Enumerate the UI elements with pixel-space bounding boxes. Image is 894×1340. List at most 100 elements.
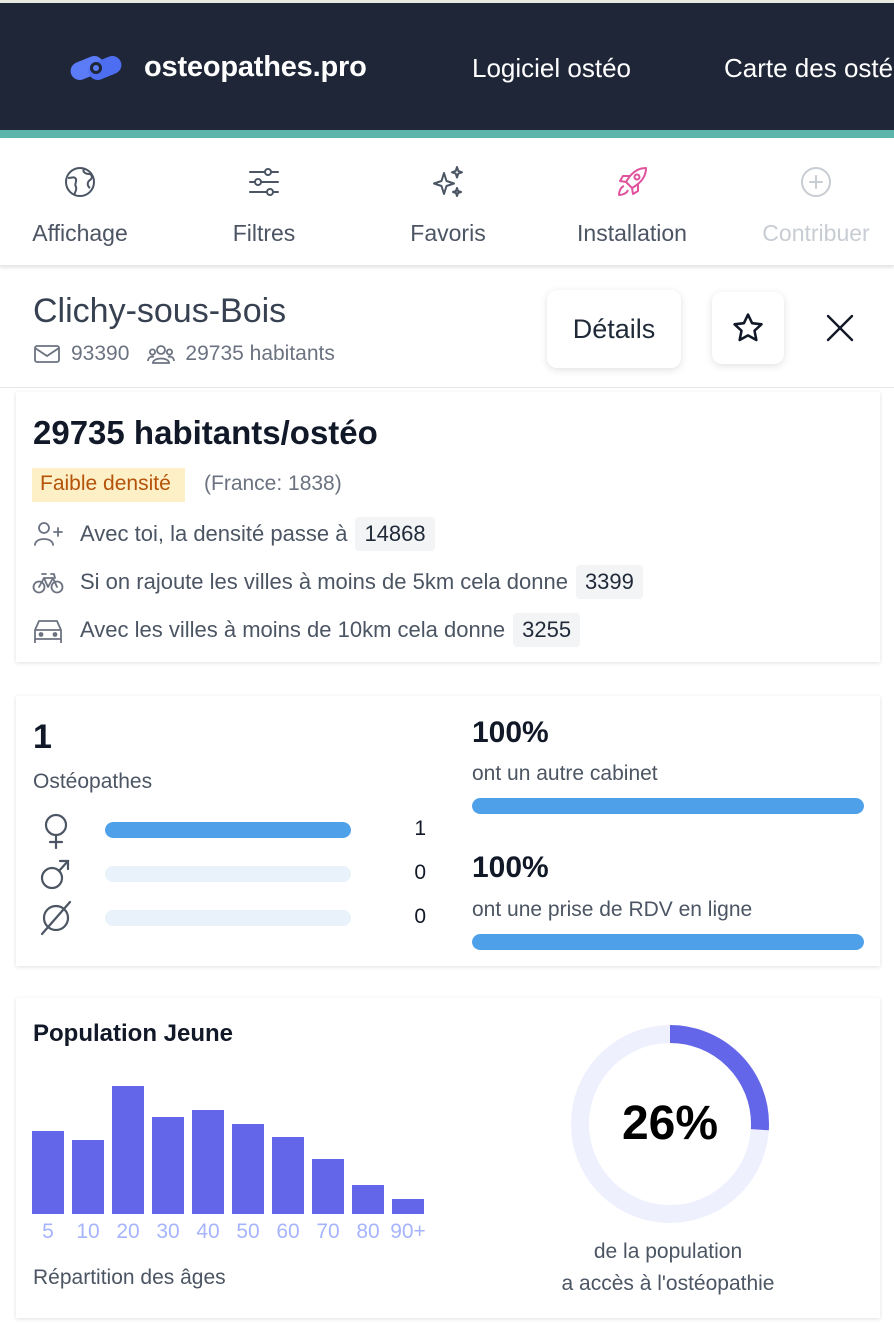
stat-bar-fill: [472, 798, 864, 814]
stat-percent-cabinet: 100%: [472, 716, 549, 749]
age-bar: [232, 1124, 264, 1214]
density-card: 29735 habitants/ostéo Faible densité (Fr…: [16, 392, 880, 662]
age-bar: [352, 1185, 384, 1214]
nav-link-carte[interactable]: Carte des ostéo: [724, 53, 894, 83]
age-chart-caption: Répartition des âges: [33, 1266, 226, 1289]
density-row-value: 3399: [575, 565, 643, 599]
tool-label: Favoris: [410, 220, 486, 246]
globe-icon: [65, 167, 95, 197]
tool-affichage[interactable]: Affichage: [0, 138, 170, 266]
users-icon: [147, 345, 176, 364]
age-tick-label: 90+: [390, 1220, 426, 1243]
age-tick-label: 70: [316, 1220, 339, 1243]
age-tick-label: 10: [76, 1220, 99, 1243]
density-row-text: Avec les villes à moins de 10km cela don…: [80, 617, 506, 642]
sparkles-icon: [433, 166, 463, 197]
sliders-icon: [249, 168, 279, 196]
density-row-you: Avec toi, la densité passe à 14868: [32, 517, 435, 551]
male-icon: [40, 859, 70, 890]
map-toolbar: Affichage Filtres Favoris Installation: [0, 138, 894, 266]
donut-caption-2: a accès à l'ostéopathie: [561, 1272, 775, 1295]
tool-filtres[interactable]: Filtres: [174, 138, 354, 266]
age-tick-label: 80: [356, 1220, 379, 1243]
close-button[interactable]: [814, 302, 866, 354]
donut-percent: 26%: [621, 1097, 719, 1150]
osteo-count: 1: [33, 718, 52, 756]
age-tick-label: 40: [196, 1220, 219, 1243]
population-title: Population Jeune: [33, 1020, 234, 1047]
tool-contribuer[interactable]: Contribuer: [726, 138, 894, 266]
city-meta: 93390 29735 habitants: [33, 342, 335, 366]
density-row-value: 14868: [355, 517, 435, 551]
age-tick-label: 5: [42, 1220, 54, 1243]
age-bar: [152, 1117, 184, 1214]
close-icon: [826, 314, 854, 342]
france-average: (France: 1838): [204, 472, 342, 495]
stat-bar-rdv: [472, 934, 864, 950]
tool-label: Filtres: [232, 220, 296, 246]
stat-label-cabinet: ont un autre cabinet: [472, 762, 658, 785]
stat-label-rdv: ont une prise de RDV en ligne: [472, 898, 753, 921]
age-bar: [272, 1137, 304, 1214]
favorite-button[interactable]: [712, 292, 784, 364]
user-plus-icon: [34, 522, 63, 546]
density-row-5km: Si on rajoute les villes à moins de 5km …: [32, 565, 643, 599]
gender-count-female: 1: [414, 817, 426, 840]
city-name: Clichy-sous-Bois: [33, 292, 287, 330]
city-header: Clichy-sous-Bois 93390 29735 habitants D…: [0, 268, 894, 388]
stat-bar-fill: [472, 934, 864, 950]
postal-code: 93390: [71, 342, 130, 365]
tool-favoris[interactable]: Favoris: [358, 138, 538, 266]
density-title: 29735 habitants/ostéo: [33, 414, 378, 451]
age-bar: [392, 1199, 424, 1214]
star-icon: [733, 313, 763, 342]
tool-installation[interactable]: Installation: [542, 138, 722, 266]
logo-icon[interactable]: [66, 47, 126, 87]
gender-bar-female: [105, 822, 351, 838]
details-button[interactable]: Détails: [547, 290, 681, 368]
population-card: Population Jeune 5 10 20 30 40 50 60 70 80 90+ Ré…: [16, 998, 880, 1318]
age-tick-label: 50: [236, 1220, 259, 1243]
age-distribution-chart: 5 10 20 30 40 50 60 70 80 90+: [32, 1086, 426, 1243]
gender-bar-unspecified: [105, 910, 351, 926]
gender-bar-male: [105, 866, 351, 882]
female-icon: [44, 813, 68, 850]
age-bar: [112, 1086, 144, 1214]
age-bar: [72, 1140, 104, 1214]
top-navbar: osteopathes.pro Logiciel ostéo Carte des…: [0, 0, 894, 132]
gender-bar-fill: [105, 822, 351, 838]
age-bar: [312, 1159, 344, 1214]
bike-icon: [32, 573, 64, 594]
gender-count-unspecified: 0: [414, 905, 426, 928]
access-donut: 26%: [562, 1016, 778, 1232]
gender-count-male: 0: [414, 861, 426, 884]
donut-caption-1: de la population: [593, 1240, 743, 1263]
age-tick-label: 20: [116, 1220, 139, 1243]
tool-label: Affichage: [32, 220, 128, 246]
age-tick-label: 30: [156, 1220, 179, 1243]
age-bar: [32, 1131, 64, 1214]
plus-circle-icon: [801, 167, 831, 197]
density-row-value: 3255: [513, 613, 581, 647]
brand-name[interactable]: osteopathes.pro: [144, 51, 367, 83]
age-tick-label: 60: [276, 1220, 299, 1243]
osteo-label: Ostéopathes: [33, 770, 153, 793]
accent-bar: [0, 130, 894, 138]
nav-link-logiciel[interactable]: Logiciel ostéo: [472, 53, 631, 83]
donut-arc: [571, 1025, 769, 1223]
tool-label: Installation: [577, 220, 687, 246]
density-badge: Faible densité: [32, 468, 185, 502]
osteopathes-card: 1 Ostéopathes 1 0 0 100% ont un autre ca…: [16, 696, 880, 966]
rocket-icon: [618, 167, 647, 196]
car-icon: [34, 620, 62, 643]
population-count: 29735 habitants: [185, 342, 335, 365]
mail-icon: [34, 345, 60, 363]
stat-percent-rdv: 100%: [472, 851, 549, 884]
density-row-text: Avec toi, la densité passe à: [80, 521, 348, 546]
tool-label: Contribuer: [762, 220, 870, 246]
stat-bar-cabinet: [472, 798, 864, 814]
unspecified-gender-icon: [40, 900, 72, 936]
density-row-text: Si on rajoute les villes à moins de 5km …: [80, 569, 568, 594]
density-row-10km: Avec les villes à moins de 10km cela don…: [32, 613, 581, 647]
age-bar: [192, 1110, 224, 1214]
